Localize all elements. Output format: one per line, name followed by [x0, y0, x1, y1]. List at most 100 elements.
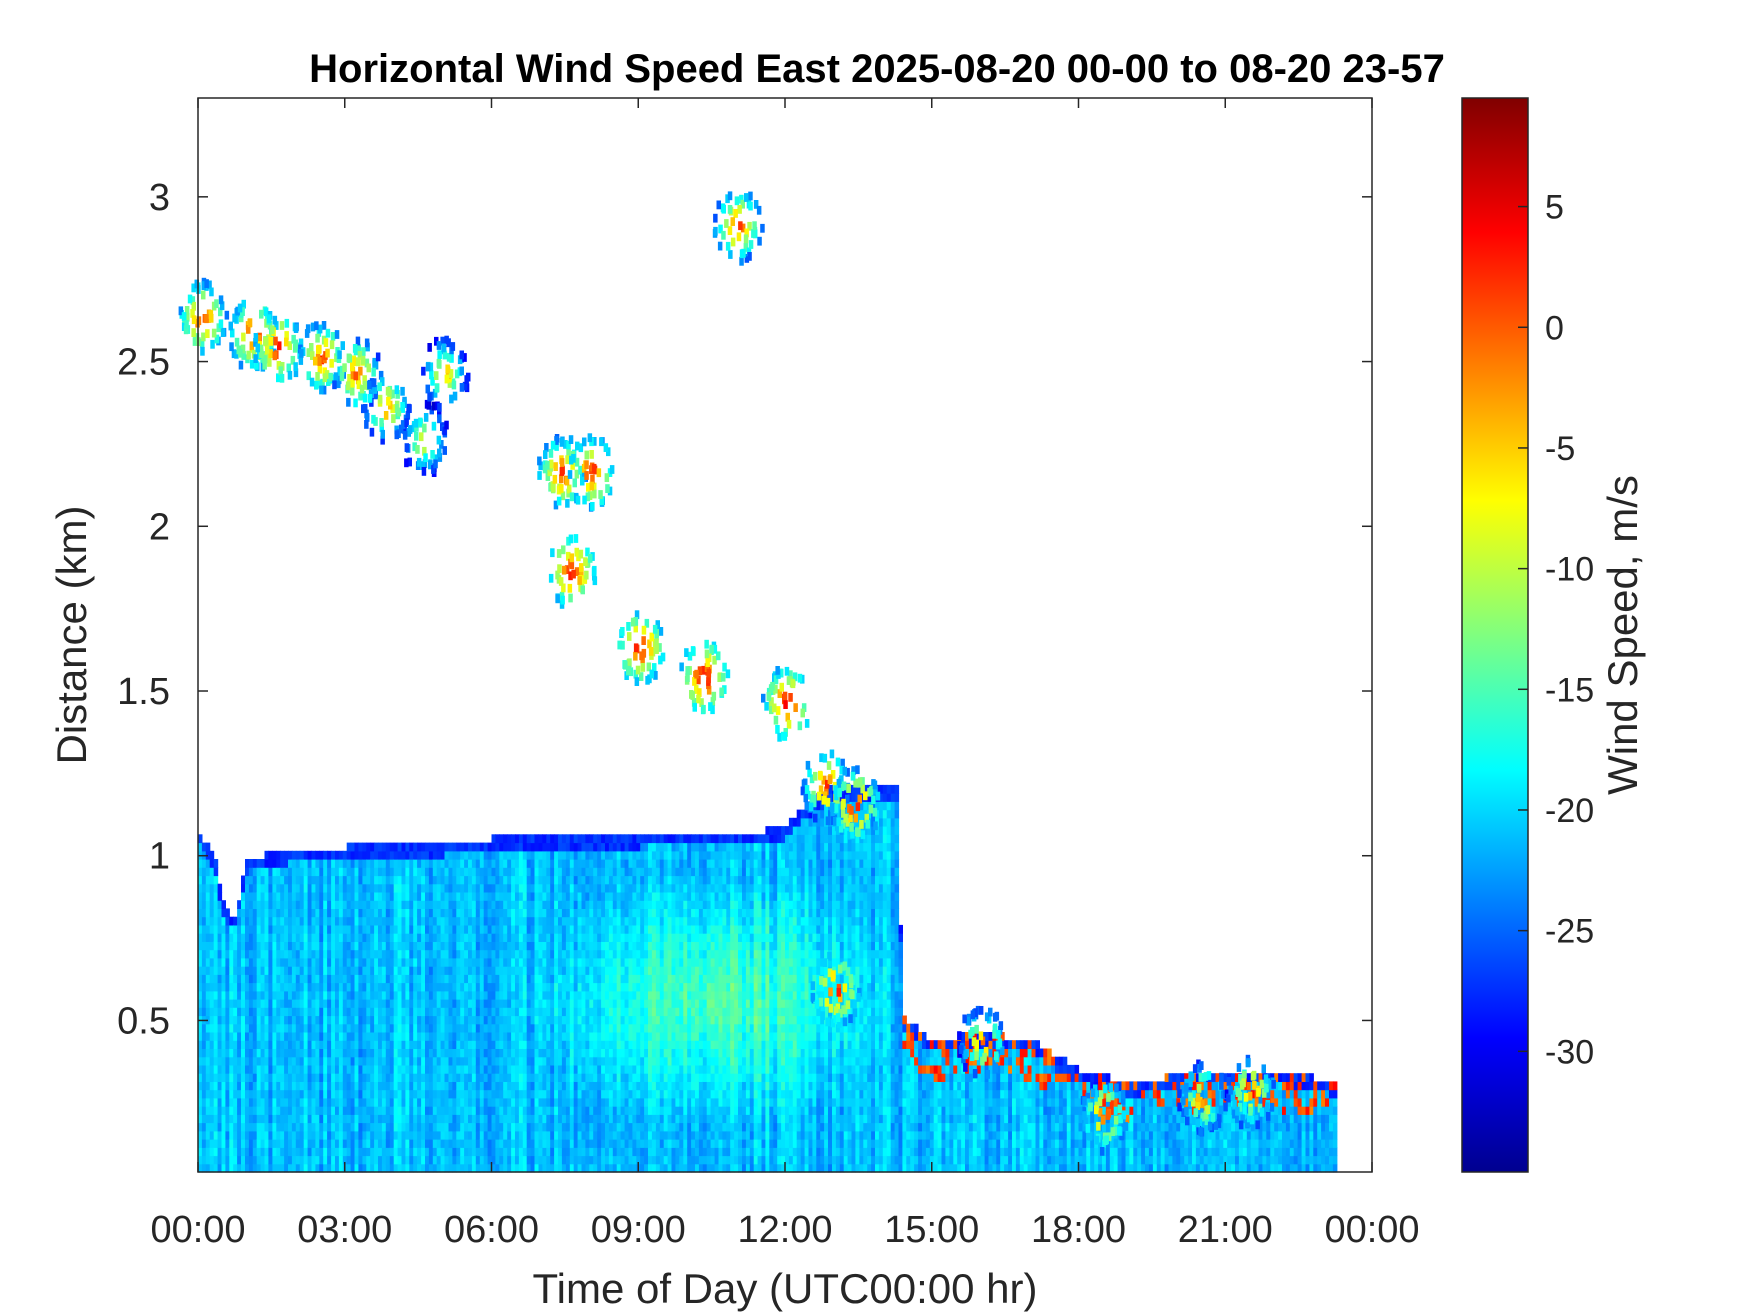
heatmap-cell	[464, 892, 469, 901]
heatmap-cell	[245, 1081, 250, 1091]
heatmap-cell	[248, 1081, 254, 1091]
heatmap-cell	[432, 1163, 438, 1173]
heatmap-cell	[385, 999, 391, 1008]
heatmap-cell	[280, 999, 285, 1008]
heatmap-cell	[284, 1106, 289, 1115]
heatmap-cell	[436, 850, 442, 860]
heatmap-cell	[374, 1064, 379, 1074]
heatmap-cell	[252, 1089, 258, 1099]
heatmap-cell	[252, 1064, 258, 1074]
heatmap-cell	[542, 933, 547, 942]
heatmap-cell	[687, 1114, 692, 1124]
heatmap-cell	[456, 1147, 461, 1157]
heatmap-cell	[291, 999, 297, 1008]
heatmap-cell	[288, 850, 293, 860]
heatmap-cell	[413, 875, 418, 885]
heatmap-cell	[503, 892, 508, 901]
heatmap-cell	[565, 1097, 571, 1107]
heatmap-cell	[413, 900, 418, 909]
heatmap-cell	[491, 1122, 496, 1132]
heatmap-cell	[217, 1064, 223, 1074]
heatmap-cell	[264, 957, 269, 967]
heatmap-cell	[460, 1056, 465, 1066]
heatmap-cell	[346, 1139, 352, 1148]
heatmap-cell	[276, 924, 281, 934]
heatmap-cell	[624, 990, 630, 1000]
heatmap-cell	[350, 875, 356, 885]
heatmap-cell	[640, 892, 645, 901]
heatmap-cell	[468, 867, 473, 877]
heatmap-cell	[323, 1015, 328, 1025]
heatmap-cell	[663, 1155, 669, 1165]
heatmap-cell	[687, 949, 692, 959]
heatmap-cell	[319, 949, 324, 959]
heatmap-cell	[542, 1097, 547, 1107]
heatmap-cell	[205, 892, 211, 901]
heatmap-cell	[585, 842, 590, 852]
heatmap-cell	[428, 999, 434, 1008]
heatmap-cell	[526, 933, 532, 942]
heatmap-cell	[546, 924, 551, 934]
heatmap-cell	[546, 999, 551, 1008]
heatmap-cell	[581, 1147, 586, 1157]
heatmap-cell	[503, 1163, 508, 1173]
heatmap-cell	[256, 1023, 262, 1033]
heatmap-cell	[381, 1040, 387, 1049]
heatmap-cell	[229, 1023, 234, 1033]
heatmap-cell	[444, 1023, 449, 1033]
heatmap-cell	[346, 1015, 352, 1025]
heatmap-cell	[221, 1048, 226, 1058]
heatmap-cell	[683, 1015, 688, 1025]
heatmap-cell	[597, 1048, 602, 1058]
heatmap-cell	[237, 1097, 242, 1107]
heatmap-cell	[651, 1064, 657, 1074]
heatmap-cell	[561, 1122, 567, 1132]
heatmap-cell	[554, 867, 559, 877]
heatmap-cell	[565, 1040, 571, 1049]
heatmap-cell	[475, 867, 481, 877]
heatmap-cell	[401, 999, 406, 1008]
heatmap-cell	[389, 1122, 395, 1132]
heatmap-cell	[581, 900, 586, 909]
heatmap-cell	[319, 933, 324, 942]
heatmap-cell	[605, 933, 610, 942]
heatmap-cell	[248, 916, 254, 926]
heatmap-cell	[546, 883, 551, 893]
heatmap-cell	[315, 1097, 320, 1107]
heatmap-cell	[507, 1023, 512, 1033]
heatmap-cell	[644, 1081, 649, 1091]
heatmap-cell	[378, 842, 383, 852]
heatmap-cell	[475, 908, 481, 918]
heatmap-cell	[479, 957, 485, 967]
heatmap-cell	[542, 834, 547, 844]
heatmap-cell	[507, 990, 512, 1000]
heatmap-cell	[362, 982, 367, 992]
heatmap-cell	[272, 949, 277, 959]
heatmap-cell	[393, 1015, 399, 1025]
heatmap-cell	[608, 933, 614, 942]
heatmap-cell	[530, 1139, 536, 1148]
heatmap-cell	[671, 1056, 676, 1066]
heatmap-cell	[366, 892, 371, 901]
heatmap-cell	[248, 1040, 254, 1049]
heatmap-cell	[636, 1023, 641, 1033]
heatmap-cell	[436, 966, 442, 975]
heatmap-cell	[483, 875, 489, 885]
heatmap-cell	[628, 1114, 633, 1124]
heatmap-cell	[225, 1040, 230, 1049]
heatmap-cell	[444, 999, 449, 1008]
heatmap-cell	[401, 842, 406, 852]
heatmap-cell	[593, 892, 598, 901]
heatmap-cell	[276, 1073, 281, 1082]
heatmap-cell	[272, 859, 277, 868]
heatmap-cell	[358, 1163, 363, 1173]
heatmap-cell	[679, 1023, 684, 1033]
heatmap-cell	[679, 883, 684, 893]
heatmap-cell	[507, 1015, 512, 1025]
heatmap-cell	[605, 990, 610, 1000]
heatmap-cell	[687, 1073, 692, 1082]
heatmap-cell	[284, 1147, 289, 1157]
heatmap-cell	[495, 1015, 500, 1025]
heatmap-cell	[577, 875, 583, 885]
heatmap-cell	[346, 1122, 352, 1132]
